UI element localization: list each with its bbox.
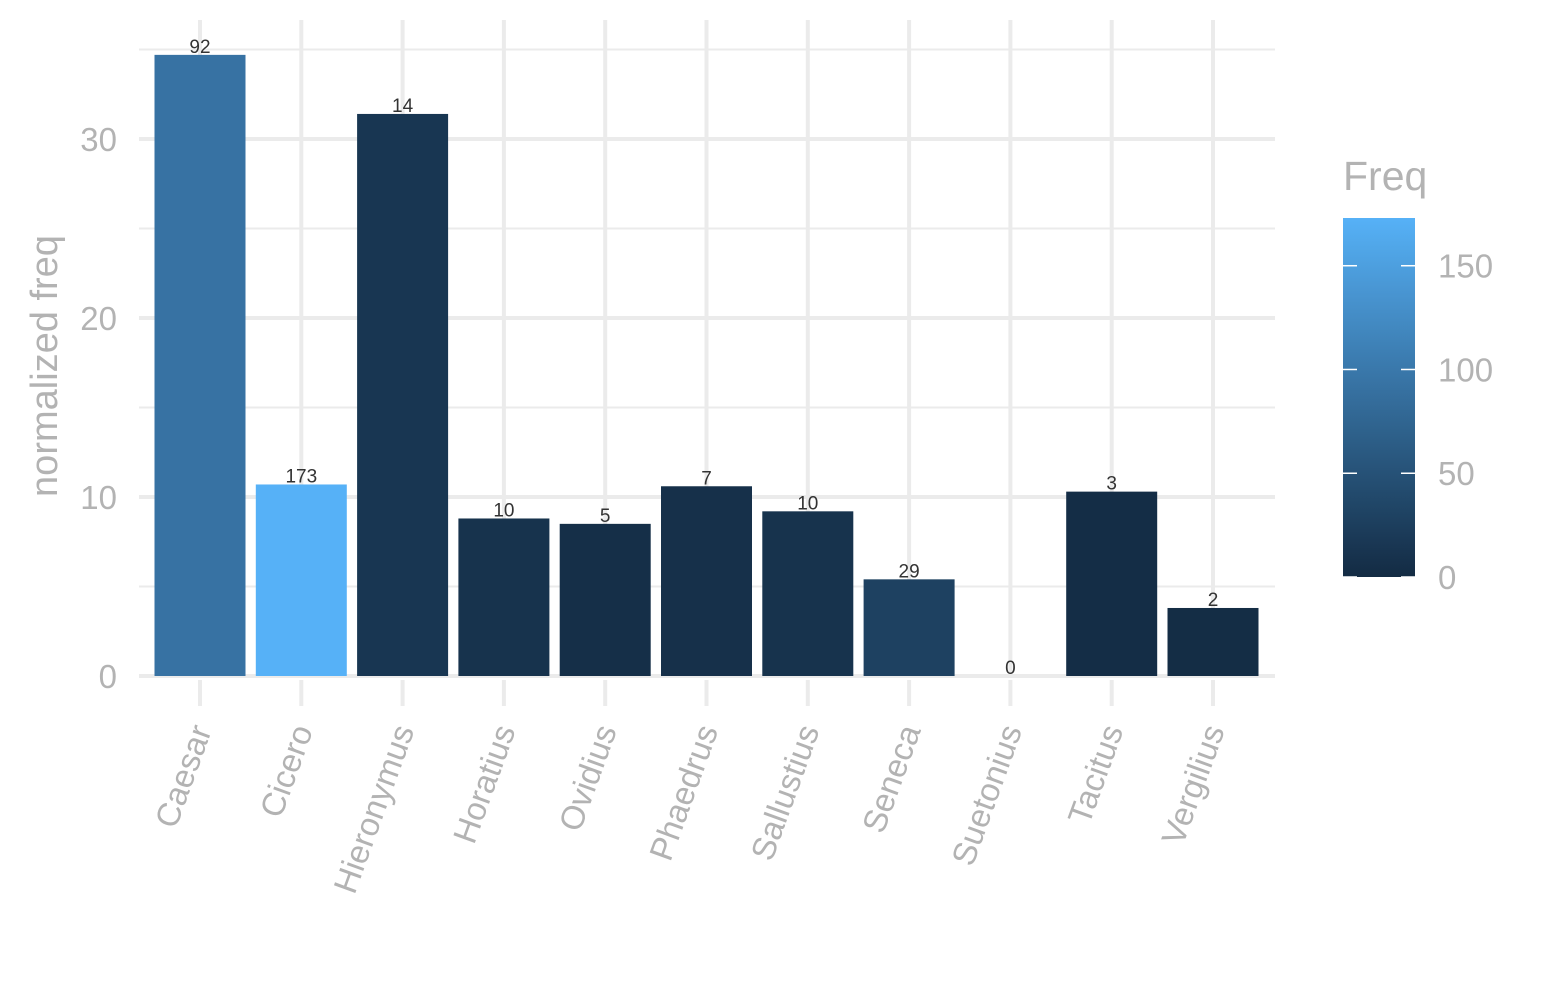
bar-label-tacitus: 3	[1106, 474, 1117, 495]
bar-vergilius	[1167, 607, 1259, 676]
y-tick-label: 20	[80, 300, 117, 337]
x-tick-label-sallustius: Sallustius	[743, 720, 826, 865]
x-tick-label-tacitus: Tacitus	[1060, 720, 1130, 829]
legend-tick-label: 150	[1438, 248, 1493, 285]
bar-label-sallustius: 10	[797, 493, 818, 514]
bar-seneca	[863, 579, 955, 676]
legend-tick-label: 100	[1438, 351, 1493, 388]
y-tick-label: 30	[80, 121, 117, 158]
y-tick-label: 0	[99, 658, 117, 695]
x-tick-label-caesar: Caesar	[147, 720, 218, 833]
bar-label-cicero: 173	[285, 466, 317, 487]
x-tick-label-hieronymus: Hieronymus	[326, 720, 421, 898]
x-tick-label-vergilius: Vergilius	[1154, 720, 1231, 850]
bar-label-seneca: 29	[899, 561, 920, 582]
bar-phaedrus	[661, 486, 752, 676]
bar-labels: 92 173 14 10 5 7 10 29 0 3 2	[189, 37, 1218, 679]
bar-label-horatius: 10	[493, 500, 514, 521]
legend: Freq 0 50 100 150	[1343, 153, 1493, 596]
bar-label-suetonius: 0	[1005, 658, 1016, 679]
bars	[154, 54, 1259, 677]
bar-sallustius	[762, 511, 854, 676]
colorbar	[1343, 218, 1415, 577]
bar-caesar	[154, 54, 246, 677]
bar-label-ovidius: 5	[600, 506, 611, 527]
x-tick-label-horatius: Horatius	[446, 720, 523, 848]
bar-horatius	[458, 518, 550, 676]
bar-cicero	[255, 484, 347, 676]
x-tick-label-suetonius: Suetonius	[944, 720, 1029, 871]
bar-label-caesar: 92	[189, 37, 210, 58]
legend-ticks: 0 50 100 150	[1343, 248, 1493, 596]
y-axis-title: normalized freq	[24, 235, 66, 497]
legend-tick-label: 0	[1438, 559, 1456, 596]
x-axis: Caesar Cicero Hieronymus Horatius Ovidius Pha…	[147, 680, 1232, 898]
x-tick-label-cicero: Cicero	[252, 720, 319, 822]
legend-tick-label: 50	[1438, 455, 1475, 492]
bar-hieronymus	[357, 113, 449, 676]
x-tick-label-phaedrus: Phaedrus	[642, 720, 725, 865]
y-tick-label: 10	[80, 479, 117, 516]
bar-label-hieronymus: 14	[392, 96, 414, 117]
bar-tacitus	[1066, 491, 1158, 676]
x-tick-label-ovidius: Ovidius	[551, 720, 623, 836]
legend-title: Freq	[1343, 153, 1427, 199]
bar-label-vergilius: 2	[1208, 590, 1219, 611]
bar-ovidius	[559, 523, 651, 676]
bar-label-phaedrus: 7	[701, 468, 712, 489]
y-axis: 0 10 20 30	[80, 121, 117, 695]
x-tick-label-seneca: Seneca	[855, 719, 928, 837]
